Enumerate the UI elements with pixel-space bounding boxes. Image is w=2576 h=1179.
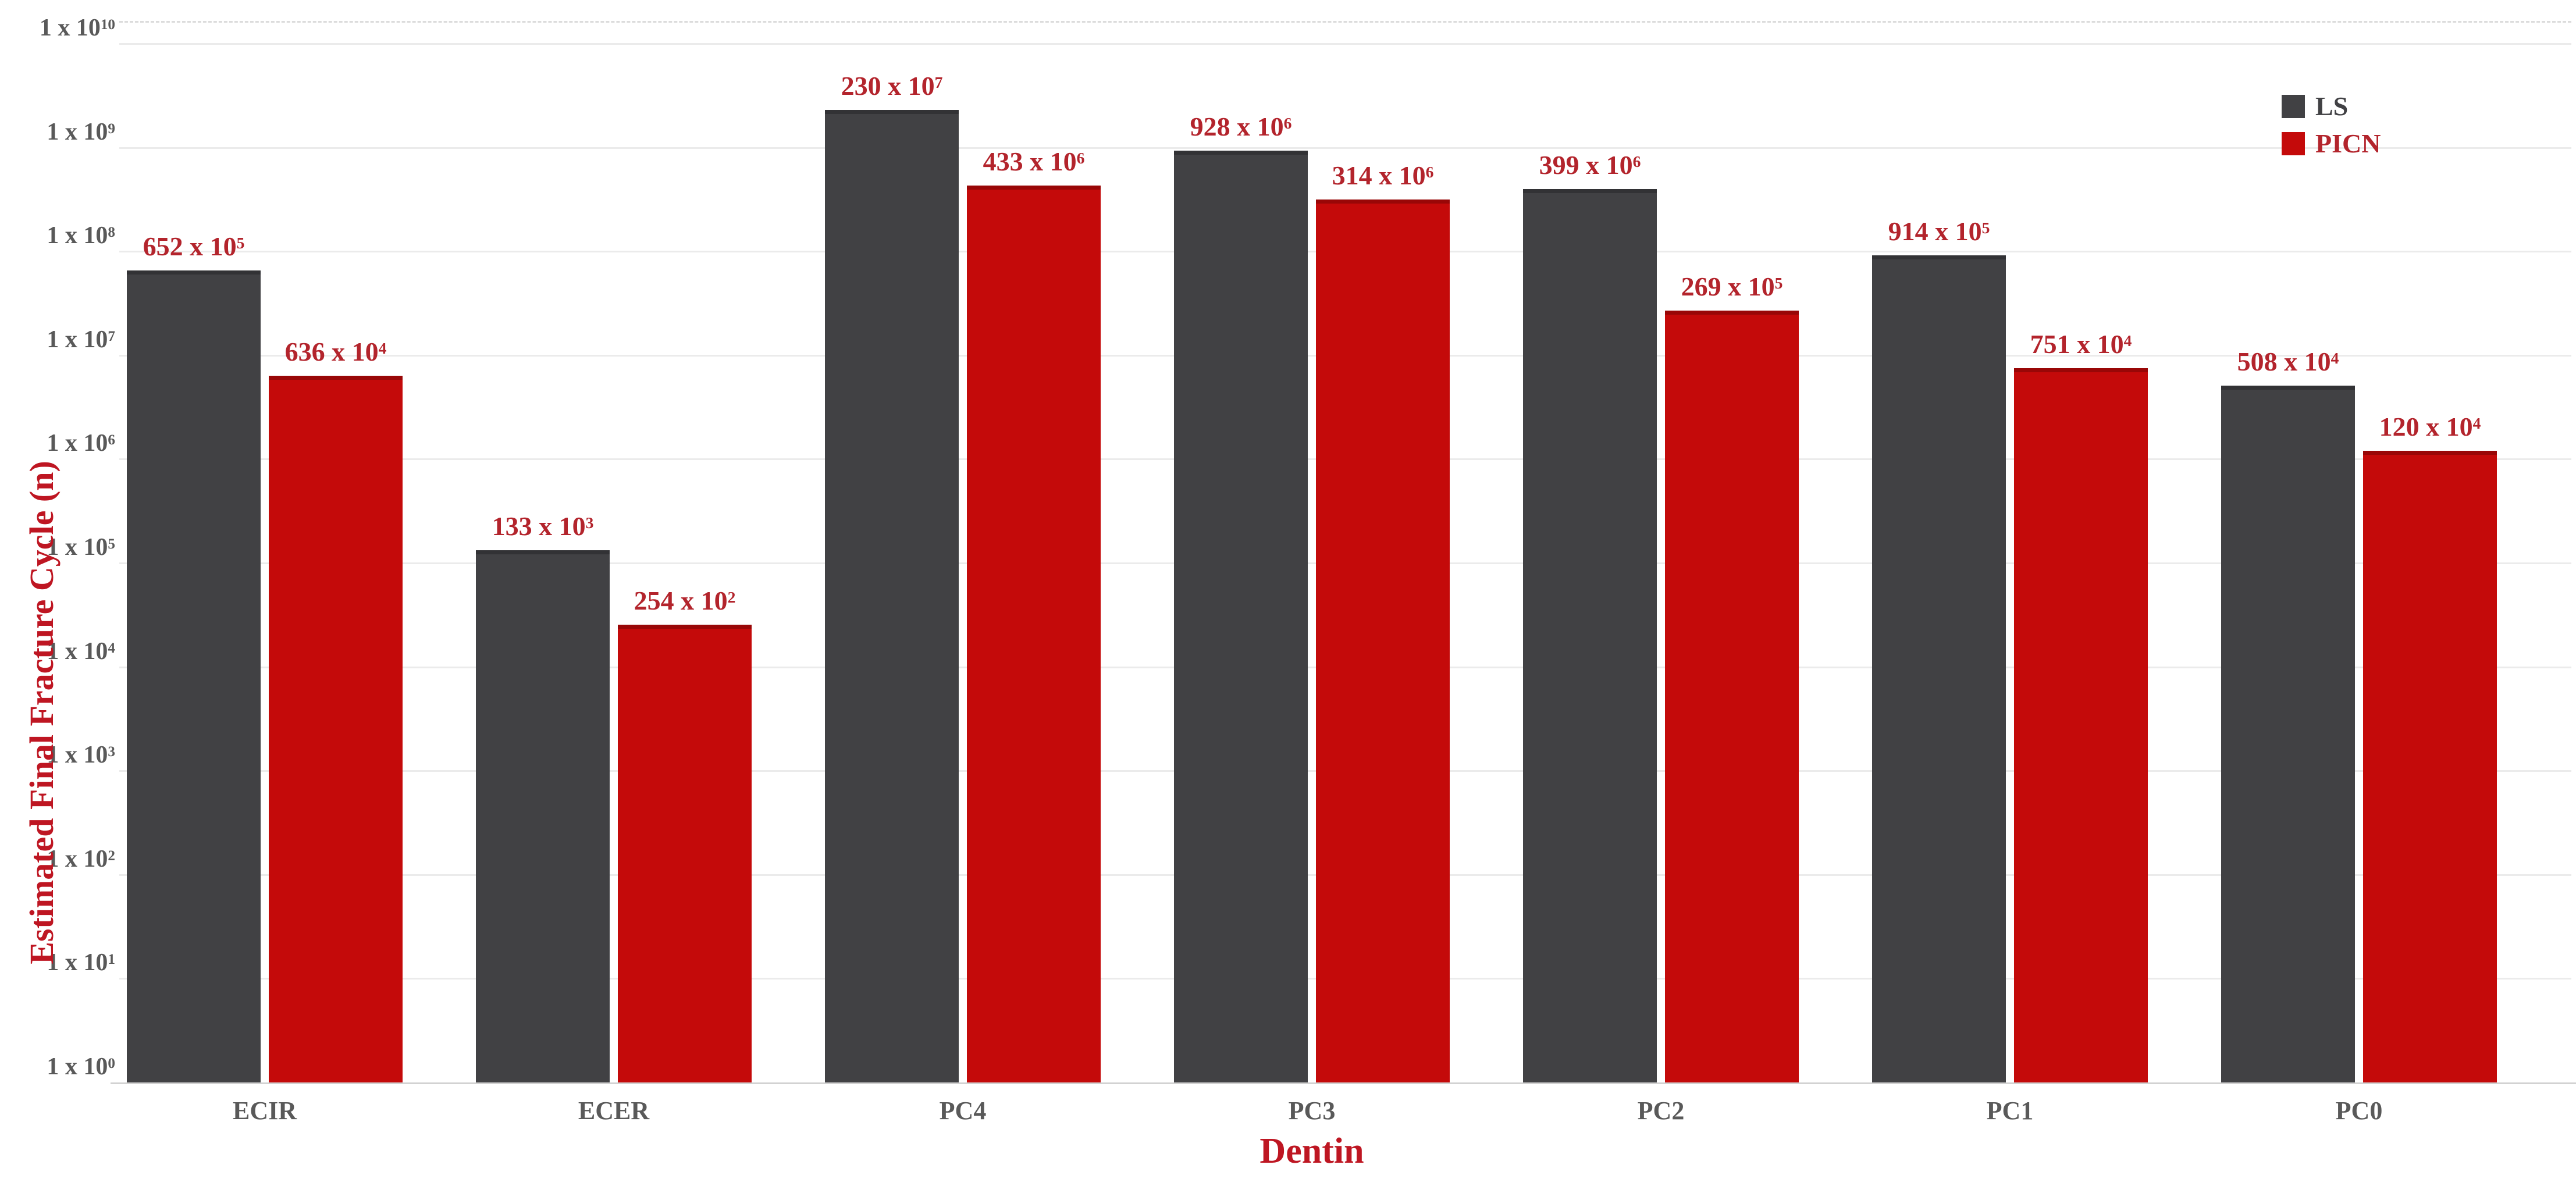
- bar-picn-ecir: [269, 376, 403, 1082]
- y-tick-label-1e1: 1 x 101: [47, 949, 115, 976]
- bar-ls-pc2: [1523, 189, 1657, 1082]
- x-category-label-pc0: PC0: [2335, 1096, 2383, 1125]
- x-category-label-pc4: PC4: [939, 1096, 987, 1125]
- y-tick-label-1e3: 1 x 103: [47, 742, 115, 768]
- y-tick-label-1e8: 1 x 108: [47, 222, 115, 249]
- legend-item-picn: PICN: [2282, 130, 2381, 157]
- y-tick-label-1e9: 1 x 109: [47, 119, 115, 145]
- bar-picn-pc2: [1665, 311, 1799, 1082]
- value-label-ls-ecir: 652 x 105: [143, 231, 245, 261]
- x-category-label-pc2: PC2: [1637, 1096, 1685, 1125]
- y-tick-label-1e7: 1 x 107: [47, 326, 115, 353]
- y-tick-label-1e4: 1 x 104: [47, 638, 115, 665]
- bar-ls-pc1: [1872, 255, 2006, 1082]
- value-label-picn-pc3: 314 x 106: [1332, 161, 1434, 190]
- value-label-picn-pc2: 269 x 105: [1681, 272, 1783, 301]
- y-tick-label-1e6: 1 x 106: [47, 430, 115, 457]
- y-tick-label-1e10: 1 x 1010: [39, 15, 115, 41]
- value-label-ls-pc1: 914 x 105: [1888, 216, 1990, 246]
- legend-swatch-ls-icon: [2282, 95, 2305, 118]
- value-label-ls-pc0: 508 x 104: [2237, 347, 2339, 376]
- legend: LS PICN: [2282, 93, 2381, 157]
- x-category-label-pc3: PC3: [1288, 1096, 1336, 1125]
- value-label-picn-pc1: 751 x 104: [2030, 329, 2132, 359]
- bar-picn-pc0: [2363, 451, 2497, 1082]
- x-axis-line: [111, 1082, 2576, 1084]
- value-label-ls-pc4: 230 x 107: [841, 71, 943, 101]
- value-label-ls-pc2: 399 x 106: [1539, 150, 1641, 180]
- y-tick-label-1e0: 1 x 100: [47, 1053, 115, 1080]
- value-label-picn-pc4: 433 x 106: [983, 147, 1085, 176]
- x-category-label-pc1: PC1: [1986, 1096, 2034, 1125]
- bar-picn-ecer: [618, 625, 752, 1082]
- bar-ls-ecir: [127, 270, 261, 1082]
- y-tick-label-1e5: 1 x 105: [47, 534, 115, 561]
- legend-label-ls: LS: [2315, 91, 2349, 121]
- y-tick-label-1e2: 1 x 102: [47, 846, 115, 872]
- bar-ls-pc4: [825, 110, 959, 1082]
- bar-picn-pc1: [2014, 368, 2148, 1082]
- bar-ls-pc3: [1174, 151, 1308, 1082]
- bar-ls-pc0: [2221, 386, 2355, 1082]
- bar-ls-ecer: [476, 550, 610, 1082]
- legend-label-picn: PICN: [2315, 129, 2381, 158]
- bar-picn-pc3: [1316, 200, 1450, 1082]
- plot-top-dashed-line: [119, 21, 2571, 23]
- value-label-picn-pc0: 120 x 104: [2379, 412, 2481, 441]
- value-label-ls-ecer: 133 x 103: [492, 511, 594, 541]
- legend-swatch-picn-icon: [2282, 132, 2305, 155]
- y-gridline-1e9: [119, 147, 2571, 149]
- value-label-picn-ecer: 254 x 102: [634, 586, 736, 615]
- value-label-picn-ecir: 636 x 104: [284, 337, 387, 366]
- y-gridline-1e10: [119, 43, 2571, 45]
- legend-item-ls: LS: [2282, 93, 2381, 120]
- x-axis-title: Dentin: [1259, 1131, 1364, 1171]
- y-axis-title: Estimated Final Fracture Cycle (n): [23, 461, 61, 964]
- bar-picn-pc4: [967, 186, 1101, 1082]
- x-category-label-ecer: ECER: [578, 1096, 650, 1125]
- x-category-label-ecir: ECIR: [232, 1096, 297, 1125]
- value-label-ls-pc3: 928 x 106: [1190, 112, 1292, 141]
